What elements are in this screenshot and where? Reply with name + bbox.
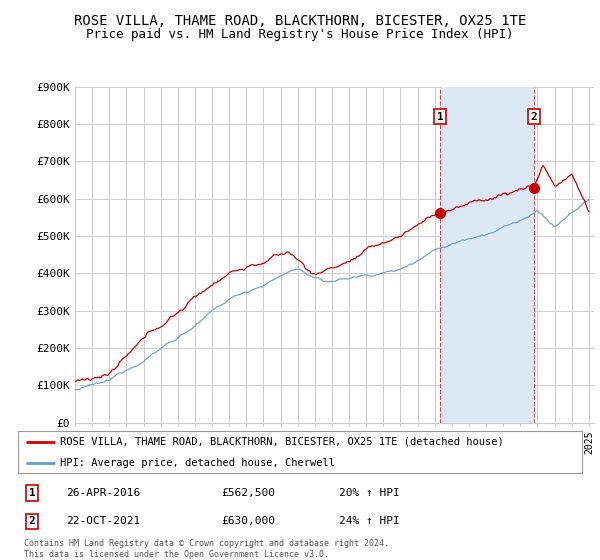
Text: Contains HM Land Registry data © Crown copyright and database right 2024.
This d: Contains HM Land Registry data © Crown c… xyxy=(24,539,389,559)
Text: £562,500: £562,500 xyxy=(221,488,275,498)
Text: £630,000: £630,000 xyxy=(221,516,275,526)
Text: 2: 2 xyxy=(29,516,35,526)
Text: 22-OCT-2021: 22-OCT-2021 xyxy=(66,516,140,526)
Text: 2: 2 xyxy=(531,111,538,122)
Text: ROSE VILLA, THAME ROAD, BLACKTHORN, BICESTER, OX25 1TE: ROSE VILLA, THAME ROAD, BLACKTHORN, BICE… xyxy=(74,14,526,28)
Text: 26-APR-2016: 26-APR-2016 xyxy=(66,488,140,498)
Text: 24% ↑ HPI: 24% ↑ HPI xyxy=(340,516,400,526)
Text: 1: 1 xyxy=(437,111,443,122)
Text: HPI: Average price, detached house, Cherwell: HPI: Average price, detached house, Cher… xyxy=(60,458,335,468)
Text: 20% ↑ HPI: 20% ↑ HPI xyxy=(340,488,400,498)
Text: 1: 1 xyxy=(29,488,35,498)
Bar xyxy=(440,87,534,423)
Text: Price paid vs. HM Land Registry's House Price Index (HPI): Price paid vs. HM Land Registry's House … xyxy=(86,28,514,41)
Text: ROSE VILLA, THAME ROAD, BLACKTHORN, BICESTER, OX25 1TE (detached house): ROSE VILLA, THAME ROAD, BLACKTHORN, BICE… xyxy=(60,437,504,447)
